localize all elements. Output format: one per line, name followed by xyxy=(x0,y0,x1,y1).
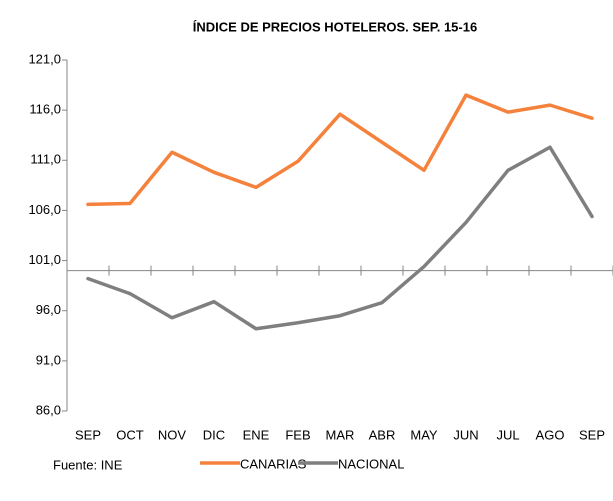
y-tick-label: 116,0 xyxy=(29,102,61,117)
x-tick-label: DIC xyxy=(203,427,225,442)
x-tick-label: JUL xyxy=(496,427,519,442)
x-tick-label: SEP xyxy=(75,427,101,442)
x-tick-label: OCT xyxy=(116,427,144,442)
legend-label: NACIONAL xyxy=(338,456,404,471)
x-tick-label: MAY xyxy=(410,427,438,442)
source-note: Fuente: INE xyxy=(53,457,123,472)
x-tick-label: FEB xyxy=(285,427,310,442)
x-tick-label: NOV xyxy=(158,427,187,442)
series-line xyxy=(86,93,594,207)
x-tick-label: SEP xyxy=(579,427,605,442)
chart-title: ÍNDICE DE PRECIOS HOTELEROS. SEP. 15-16 xyxy=(193,19,477,34)
y-tick-label: 96,0 xyxy=(36,302,61,317)
y-tick-label: 91,0 xyxy=(36,352,61,367)
y-tick-label: 86,0 xyxy=(36,402,61,417)
y-tick-label: 121,0 xyxy=(28,51,61,66)
x-tick-label: MAR xyxy=(326,427,355,442)
legend-label: CANARIAS xyxy=(240,456,307,471)
y-tick-label: 101,0 xyxy=(28,252,61,267)
series-line xyxy=(86,145,594,331)
x-tick-label: ENE xyxy=(243,427,270,442)
x-tick-label: JUN xyxy=(453,427,478,442)
y-tick-label: 111,0 xyxy=(30,152,61,167)
y-tick-label: 106,0 xyxy=(28,202,61,217)
x-tick-label: ABR xyxy=(369,427,396,442)
x-tick-label: AGO xyxy=(536,427,565,442)
